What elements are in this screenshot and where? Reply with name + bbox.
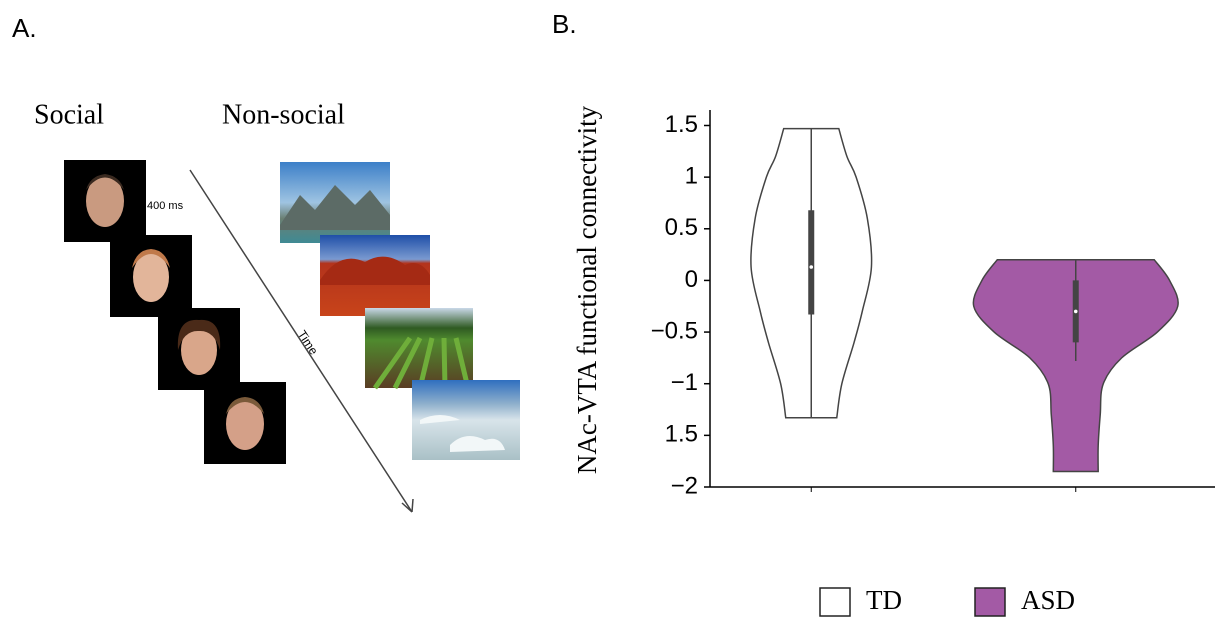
y-axis-label: NAc-VTA functional connectivity [572,105,602,474]
legend-swatch [820,588,850,616]
time-label: Time [295,328,321,358]
median [809,265,813,269]
legend-swatch [975,588,1005,616]
y-tick-label: 1.5 [665,421,698,448]
social-label: Social [34,99,104,130]
y-tick-label: 0.5 [665,214,698,241]
scenes [280,162,520,460]
legend-label: ASD [1021,585,1075,615]
y-tick-label: −1 [671,369,698,396]
y-tick-label: −0.5 [651,317,698,344]
duration-label: 400 ms [147,200,184,212]
nonsocial-label: Non-social [222,99,345,130]
legend-label: TD [866,585,902,615]
y-tick-label: −2 [671,472,698,499]
y-tick-label: 0 [685,266,698,293]
figure: A. Social Non-social [0,0,1221,619]
y-tick-label: 1 [685,162,698,189]
panel-label: A. [12,13,37,43]
panel-b: B. NAc-VTA functional connectivity 1.5 1 0… [552,9,1215,616]
median [1074,310,1078,314]
panel-a: A. Social Non-social [12,13,520,512]
panel-label: B. [552,9,577,39]
y-tick-label: 1.5 [665,111,698,138]
